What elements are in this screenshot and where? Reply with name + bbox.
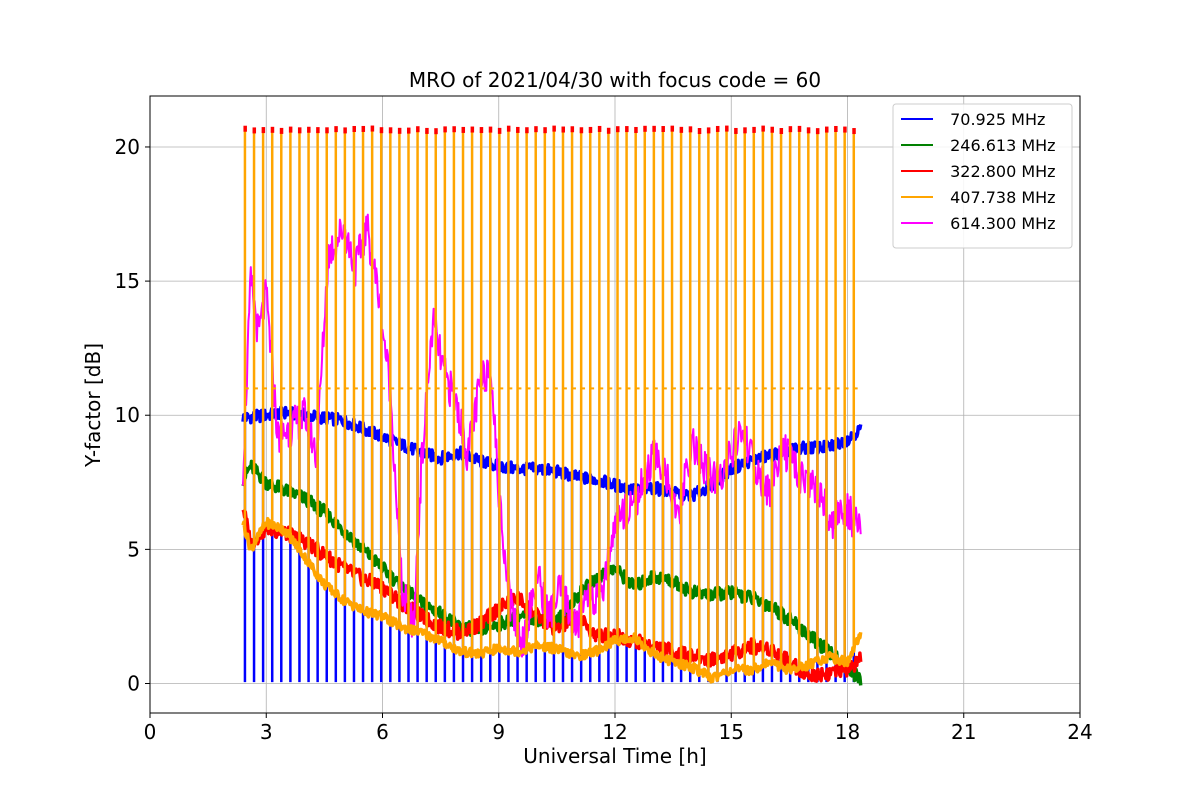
y-tick-label: 15 (115, 269, 140, 293)
x-tick-label: 3 (260, 720, 273, 744)
pulse-peak-marker (761, 125, 765, 132)
pulse-peak-marker (652, 125, 656, 132)
pulse-peak-marker (379, 127, 384, 134)
legend-box (892, 103, 1073, 249)
y-tick-label: 10 (115, 403, 140, 427)
pulse-peak-marker (397, 127, 402, 134)
pulse-peak-marker (443, 126, 447, 133)
pulse-peak-marker (715, 125, 720, 132)
pulse-peak-marker (325, 127, 329, 134)
x-tick-label: 15 (719, 720, 744, 744)
pulse-peak-marker (834, 125, 838, 132)
y-axis-label: Y-factor [dB] (81, 343, 105, 468)
y-tick-label: 0 (127, 671, 140, 695)
pulse-peak-marker (797, 125, 802, 132)
pulse-peak-marker (670, 125, 675, 132)
pulse-peak-marker (288, 126, 293, 133)
x-tick-label: 24 (1067, 720, 1092, 744)
pulse-peak-marker (261, 127, 266, 134)
pulse-peak-marker (643, 125, 647, 132)
y-tick-label: 20 (115, 135, 140, 159)
pulse-peak-marker (561, 126, 565, 133)
pulse-peak-marker (488, 126, 493, 133)
pulse-peak-marker (806, 127, 811, 134)
pulse-peak-marker (588, 126, 593, 133)
pulse-peak-marker (252, 127, 257, 134)
pulse-peak-marker (407, 127, 411, 134)
pulse-peak-marker (416, 126, 420, 133)
x-tick-label: 6 (376, 720, 389, 744)
pulse-peak-marker (634, 126, 638, 133)
y-tick-label: 5 (127, 537, 140, 561)
pulse-peak-marker (543, 127, 547, 134)
pulse-peak-marker (579, 127, 584, 134)
pulse-peak-marker (843, 126, 847, 133)
pulse-peak-marker (852, 128, 856, 135)
pulse-peak-marker (425, 127, 429, 134)
pulse-peak-marker (388, 127, 393, 134)
ticks: 0 3 6 9 12 15 18 21 24 0 5 10 15 20 (115, 135, 1093, 744)
x-tick-label: 12 (602, 720, 627, 744)
pulse-peak-marker (525, 127, 529, 134)
pulse-peak-marker (770, 126, 774, 133)
pulse-peak-marker (316, 127, 320, 134)
pulse-peak-marker (452, 126, 456, 133)
legend-label: 614.300 MHz (945, 214, 1056, 233)
legend: 70.925 MHz 246.613 MHz 322.800 MHz 407.7… (892, 103, 1073, 249)
pulse-peak-marker (334, 126, 338, 133)
pulse-peak-marker (788, 126, 793, 133)
pulse-peak-marker (370, 125, 375, 132)
pulse-peak-marker (307, 126, 311, 133)
legend-label: 322.800 MHz (945, 162, 1056, 181)
x-axis-label: Universal Time [h] (523, 744, 706, 768)
pulse-peak-marker (734, 127, 738, 134)
pulse-peak-marker (752, 126, 756, 133)
pulse-peak-marker (506, 125, 511, 132)
pulse-peak-marker (570, 126, 575, 133)
series-line (241, 516, 863, 684)
pulse-peak-marker (516, 126, 520, 133)
pulse-peak-marker (779, 128, 784, 135)
pulse-peak-marker (815, 128, 820, 135)
pulse-peak-marker (461, 126, 466, 133)
pulse-peak-marker (706, 127, 711, 134)
pulse-peak-marker (625, 126, 629, 133)
series-layer (241, 125, 863, 686)
pulse-peak-marker (270, 126, 275, 133)
pulse-peak-marker (725, 125, 729, 132)
pulse-peak-marker (616, 126, 620, 133)
pulse-peak-marker (597, 125, 602, 132)
pulse-peak-marker (434, 128, 438, 135)
x-tick-label: 18 (835, 720, 860, 744)
pulse-peak-marker (661, 126, 665, 133)
pulse-peak-marker (697, 128, 702, 135)
pulse-peak-marker (343, 127, 347, 134)
x-tick-label: 21 (951, 720, 976, 744)
pulse-peak-marker (297, 127, 302, 134)
pulse-peak-marker (243, 125, 247, 132)
pulse-peak-marker (606, 127, 611, 134)
pulse-peak-marker (479, 127, 484, 134)
pulse-peak-marker (688, 126, 693, 133)
pulse-peak-marker (279, 127, 284, 134)
pulse-peak-marker (824, 126, 829, 133)
legend-label: 407.738 MHz (945, 188, 1056, 207)
pulse-peak-marker (534, 126, 538, 133)
pulse-peak-marker (352, 125, 356, 132)
pulse-peak-marker (552, 125, 556, 132)
chart-title: MRO of 2021/04/30 with focus code = 60 (409, 68, 821, 92)
pulse-peak-marker (361, 125, 366, 132)
pulse-peak-marker (470, 126, 475, 133)
series-3 (241, 125, 863, 684)
x-tick-label: 0 (144, 720, 157, 744)
legend-label: 246.613 MHz (945, 136, 1056, 155)
pulse-peak-marker (497, 127, 502, 134)
pulse-peak-marker (743, 127, 747, 134)
legend-label: 70.925 MHz (945, 110, 1045, 129)
pulse-peak-marker (679, 126, 684, 133)
x-tick-label: 9 (492, 720, 505, 744)
